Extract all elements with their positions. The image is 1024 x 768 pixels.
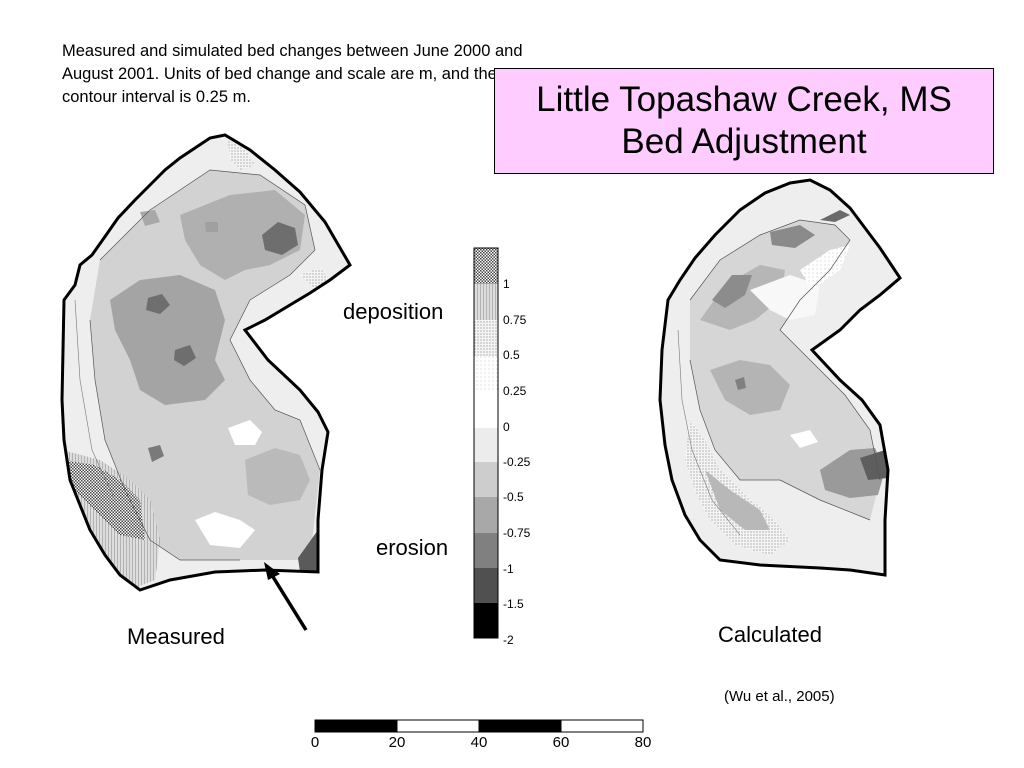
measured-arrowhead	[264, 562, 280, 580]
measured-map	[62, 135, 350, 590]
figure-caption: Measured and simulated bed changes betwe…	[62, 42, 523, 106]
calculated-map	[660, 180, 900, 575]
scale-tick: 80	[634, 734, 652, 751]
legend-tick: 1	[503, 277, 510, 291]
scale-bar	[314, 719, 644, 733]
legend-tick: -0.5	[503, 490, 524, 504]
scale-tick: 40	[470, 734, 488, 751]
legend-tick: -1.5	[503, 597, 524, 611]
legend-tick: 0.25	[503, 384, 527, 398]
scale-tick: 60	[552, 734, 570, 751]
legend-bar	[473, 247, 499, 639]
legend-tick: -1	[503, 562, 514, 576]
measured-map-outline	[60, 133, 352, 592]
title-line-2: Bed Adjustment	[621, 122, 867, 161]
citation: (Wu et al., 2005)	[724, 688, 835, 705]
measured-label: Measured	[127, 624, 225, 649]
legend-tick: -2	[503, 633, 514, 647]
measured-arrow	[268, 571, 308, 631]
calculated-label: Calculated	[718, 622, 822, 647]
legend-tick: 0.75	[503, 313, 527, 327]
title-box: Little Topashaw Creek, MS Bed Adjustment	[494, 68, 994, 174]
scale-tick: 20	[388, 734, 406, 751]
legend-tick: -0.75	[503, 526, 531, 540]
legend-tick: 0.5	[503, 348, 520, 362]
legend-tick: -0.25	[503, 455, 531, 469]
calculated-map-outline	[658, 178, 902, 577]
legend-tick: 0	[503, 420, 510, 434]
deposition-label: deposition	[343, 299, 444, 324]
title-line-1: Little Topashaw Creek, MS	[536, 80, 952, 119]
scale-tick: 0	[310, 734, 320, 751]
erosion-label: erosion	[376, 535, 449, 560]
